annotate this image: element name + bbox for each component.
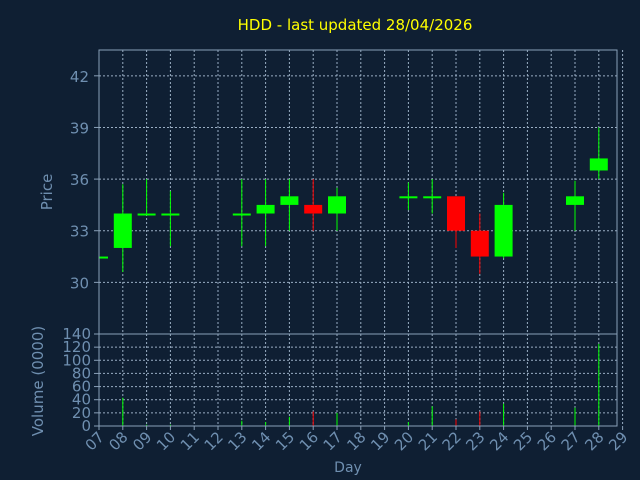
x-axis-label: Day	[334, 460, 362, 476]
price-y-tick-label: 30	[70, 274, 89, 292]
price-y-tick-label: 39	[70, 119, 89, 137]
volume-y-tick-label: 40	[72, 391, 91, 409]
x-tick-label: 29	[605, 428, 631, 454]
x-tick-label: 12	[201, 428, 227, 454]
chart-title: HDD - last updated 28/04/2026	[238, 16, 473, 34]
x-tick-label: 13	[224, 428, 250, 454]
price-y-tick-label: 36	[70, 171, 89, 189]
x-tick-label: 22	[439, 428, 465, 454]
candle-body	[113, 213, 132, 248]
x-tick-label: 10	[153, 428, 179, 454]
x-tick-label: 20	[391, 428, 417, 454]
candle-body	[137, 213, 156, 216]
x-tick-label: 18	[343, 428, 369, 454]
x-tick-label: 25	[510, 428, 536, 454]
candle-body	[566, 196, 584, 205]
volume-y-axis-label: Volume (0000)	[29, 326, 47, 436]
x-tick-label: 11	[177, 428, 203, 454]
candle-body	[447, 196, 465, 231]
price-candles	[99, 127, 608, 274]
volume-y-tick-label: 140	[62, 325, 91, 343]
x-tick-label: 27	[558, 428, 584, 454]
x-tick-label: 28	[581, 428, 607, 454]
volume-y-tick-label: 20	[72, 404, 91, 422]
candle-body	[423, 196, 442, 199]
price-plot-frame	[98, 49, 618, 335]
price-y-axis-label: Price	[38, 174, 56, 211]
candle-body	[470, 230, 489, 257]
volume-y-tick-label: 120	[62, 338, 91, 356]
x-tick-label: 17	[320, 428, 346, 454]
candle-body	[161, 213, 180, 216]
candle-body	[399, 196, 418, 199]
volume-y-tick-label: 80	[72, 364, 91, 382]
x-tick-label: 21	[415, 428, 441, 454]
x-tick-label: 24	[486, 428, 512, 454]
price-grid	[99, 50, 624, 334]
candle-body	[256, 204, 275, 214]
volume-grid	[99, 333, 624, 427]
volume-bars	[122, 343, 600, 426]
x-tick-label: 09	[129, 428, 155, 454]
candle-body	[304, 204, 323, 214]
x-tick-label: 15	[272, 428, 298, 454]
volume-y-tick-label: 100	[62, 351, 91, 369]
price-y-tick-label: 33	[70, 223, 89, 241]
x-tick-label: 08	[105, 428, 131, 454]
candle-body	[494, 204, 513, 257]
x-tick-label: 23	[462, 428, 488, 454]
candle-body	[280, 196, 299, 205]
price-y-axis: 30 33 36 39 42	[70, 68, 99, 292]
candle-body	[328, 196, 346, 214]
candle-body	[232, 213, 251, 216]
volume-y-tick-label: 0	[81, 417, 91, 435]
price-y-tick-label: 42	[70, 68, 89, 86]
x-tick-label: 19	[367, 428, 393, 454]
x-tick-label: 16	[296, 428, 322, 454]
candle-body	[589, 158, 608, 171]
volume-plot-frame	[98, 333, 618, 427]
x-axis: 0708091011121314151617181920212223242526…	[82, 426, 631, 454]
x-tick-label: 14	[248, 428, 274, 454]
volume-y-tick-label: 60	[72, 378, 91, 396]
candle-body	[99, 256, 108, 259]
x-tick-label: 26	[534, 428, 560, 454]
